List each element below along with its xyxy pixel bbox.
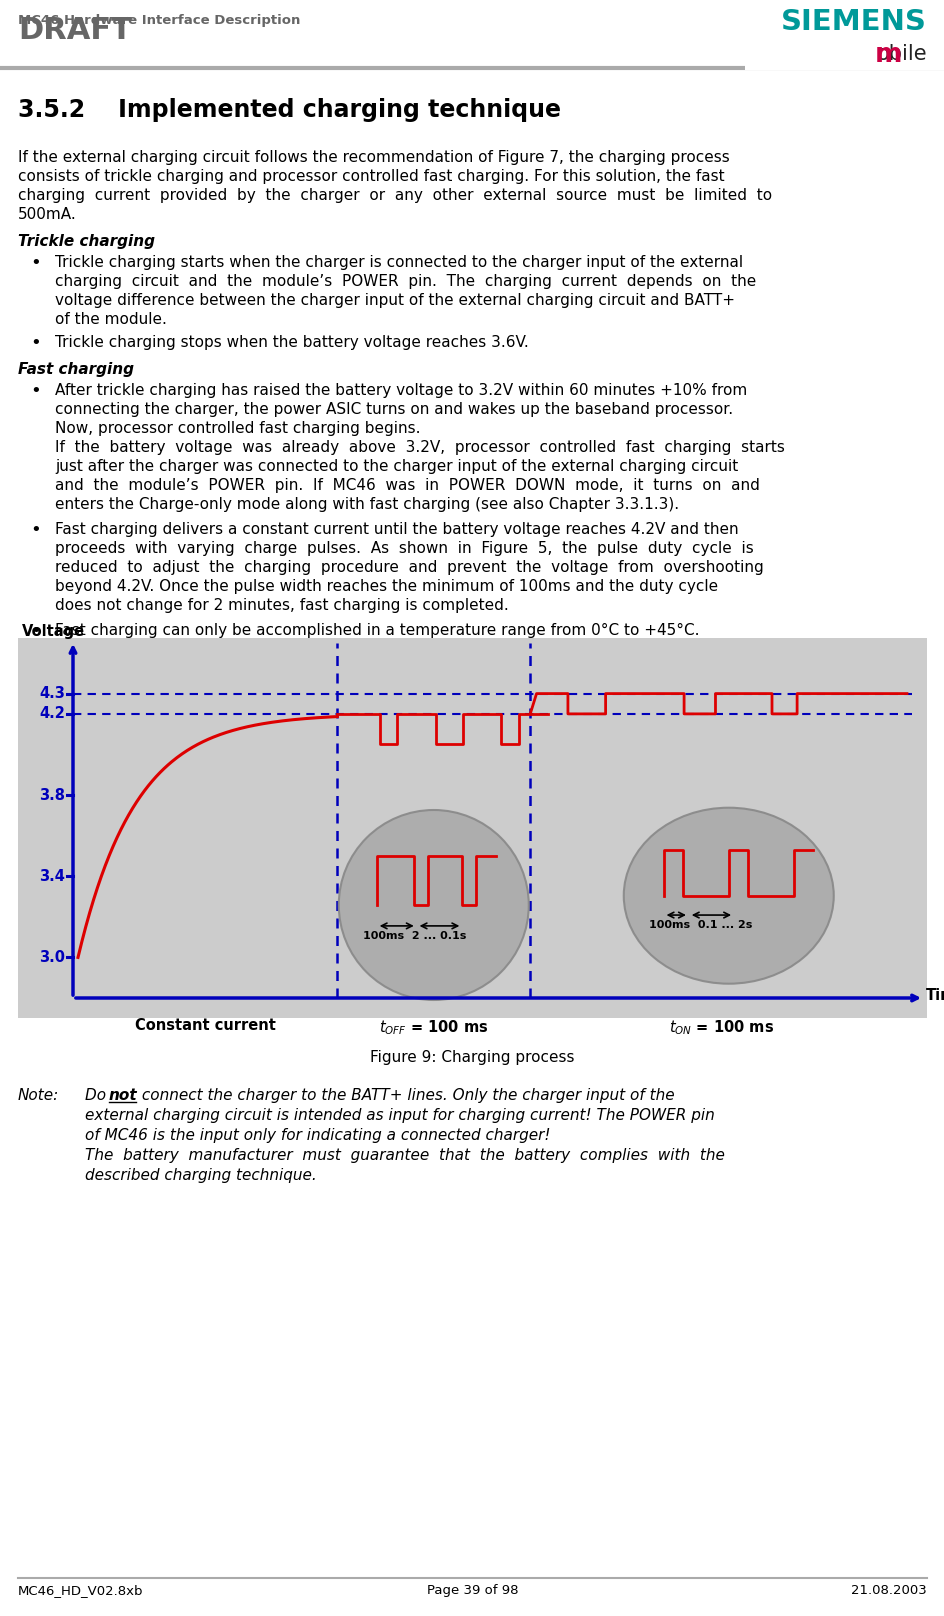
Text: obile: obile (872, 48, 926, 68)
Text: MC46 Hardware Interface Description: MC46 Hardware Interface Description (18, 15, 300, 27)
Text: $t_{ON}$ = 100 ms: $t_{ON}$ = 100 ms (667, 1018, 773, 1037)
Text: •: • (30, 254, 41, 271)
Text: Trickle charging stops when the battery voltage reaches 3.6V.: Trickle charging stops when the battery … (55, 335, 529, 351)
Text: of the module.: of the module. (55, 312, 167, 326)
Text: connect the charger to the BATT+ lines. Only the charger input of the: connect the charger to the BATT+ lines. … (137, 1088, 674, 1104)
Text: Trickle charging: Trickle charging (18, 234, 155, 249)
Text: connecting the charger, the power ASIC turns on and wakes up the baseband proces: connecting the charger, the power ASIC t… (55, 402, 733, 417)
Text: Do: Do (85, 1088, 110, 1104)
Text: external charging circuit is intended as input for charging current! The POWER p: external charging circuit is intended as… (85, 1109, 714, 1123)
Bar (18, 638, 926, 1018)
Text: Fast charging: Fast charging (18, 362, 134, 377)
Text: 3.4: 3.4 (39, 869, 65, 884)
Ellipse shape (623, 808, 833, 984)
Text: MC46_HD_V02.8xb: MC46_HD_V02.8xb (18, 1584, 143, 1597)
Bar (744, 0, 944, 69)
Text: Fast charging can only be accomplished in a temperature range from 0°C to +45°C.: Fast charging can only be accomplished i… (55, 624, 699, 638)
Text: m: m (874, 42, 902, 68)
Text: 4.2: 4.2 (39, 706, 65, 721)
Text: Constant current: Constant current (135, 1018, 276, 1033)
Text: After trickle charging has raised the battery voltage to 3.2V within 60 minutes : After trickle charging has raised the ba… (55, 383, 747, 398)
Text: The  battery  manufacturer  must  guarantee  that  the  battery  complies  with : The battery manufacturer must guarantee … (85, 1147, 724, 1164)
Text: $t_{OFF}$ = 100 ms: $t_{OFF}$ = 100 ms (379, 1018, 488, 1037)
Text: Note:: Note: (18, 1088, 59, 1104)
Text: charging  circuit  and  the  module’s  POWER  pin.  The  charging  current  depe: charging circuit and the module’s POWER … (55, 275, 755, 289)
Text: charging  current  provided  by  the  charger  or  any  other  external  source : charging current provided by the charger… (18, 187, 771, 204)
Text: SIEMENS: SIEMENS (773, 10, 926, 39)
Text: reduced  to  adjust  the  charging  procedure  and  prevent  the  voltage  from : reduced to adjust the charging procedure… (55, 561, 763, 575)
Text: •: • (30, 622, 41, 640)
Text: not: not (109, 1088, 138, 1104)
Text: SIEMENS: SIEMENS (781, 8, 926, 36)
Text: •: • (30, 520, 41, 540)
Text: 3.8: 3.8 (39, 787, 65, 803)
Text: voltage difference between the charger input of the external charging circuit an: voltage difference between the charger i… (55, 292, 734, 309)
Text: 4.3: 4.3 (39, 687, 65, 701)
Text: •: • (30, 335, 41, 352)
Text: •: • (30, 381, 41, 401)
Text: just after the charger was connected to the charger input of the external chargi: just after the charger was connected to … (55, 459, 737, 473)
Text: Voltage: Voltage (22, 624, 85, 638)
Text: Fast charging delivers a constant current until the battery voltage reaches 4.2V: Fast charging delivers a constant curren… (55, 522, 738, 537)
Text: Figure 9: Charging process: Figure 9: Charging process (370, 1050, 574, 1065)
Text: obile: obile (875, 44, 926, 65)
Text: 100ms  0.1 ... 2s: 100ms 0.1 ... 2s (648, 920, 751, 931)
Text: Time: Time (925, 989, 944, 1004)
Text: and  the  module’s  POWER  pin.  If  MC46  was  in  POWER  DOWN  mode,  it  turn: and the module’s POWER pin. If MC46 was … (55, 478, 759, 493)
Text: Trickle charging starts when the charger is connected to the charger input of th: Trickle charging starts when the charger… (55, 255, 742, 270)
Text: m: m (900, 48, 926, 73)
Text: described charging technique.: described charging technique. (85, 1168, 316, 1183)
Text: If  the  battery  voltage  was  already  above  3.2V,  processor  controlled  fa: If the battery voltage was already above… (55, 440, 784, 456)
Text: of MC46 is the input only for indicating a connected charger!: of MC46 is the input only for indicating… (85, 1128, 550, 1143)
Text: If the external charging circuit follows the recommendation of Figure 7, the cha: If the external charging circuit follows… (18, 150, 729, 165)
Text: 21.08.2003: 21.08.2003 (851, 1584, 926, 1597)
Text: consists of trickle charging and processor controlled fast charging. For this so: consists of trickle charging and process… (18, 170, 724, 184)
Text: Page 39 of 98: Page 39 of 98 (427, 1584, 517, 1597)
Text: 3.5.2    Implemented charging technique: 3.5.2 Implemented charging technique (18, 99, 561, 121)
Text: Now, processor controlled fast charging begins.: Now, processor controlled fast charging … (55, 422, 420, 436)
Text: beyond 4.2V. Once the pulse width reaches the minimum of 100ms and the duty cycl: beyond 4.2V. Once the pulse width reache… (55, 579, 717, 595)
Text: does not change for 2 minutes, fast charging is completed.: does not change for 2 minutes, fast char… (55, 598, 508, 612)
Text: 100ms  2 ... 0.1s: 100ms 2 ... 0.1s (362, 931, 466, 941)
Ellipse shape (338, 810, 529, 1000)
Text: proceeds  with  varying  charge  pulses.  As  shown  in  Figure  5,  the  pulse : proceeds with varying charge pulses. As … (55, 541, 753, 556)
Text: 500mA.: 500mA. (18, 207, 76, 221)
Text: enters the Charge-only mode along with fast charging (see also Chapter 3.3.1.3).: enters the Charge-only mode along with f… (55, 498, 679, 512)
Text: DRAFT: DRAFT (18, 16, 132, 45)
Text: 3.0: 3.0 (39, 950, 65, 965)
Text: mobile: mobile (851, 48, 926, 68)
